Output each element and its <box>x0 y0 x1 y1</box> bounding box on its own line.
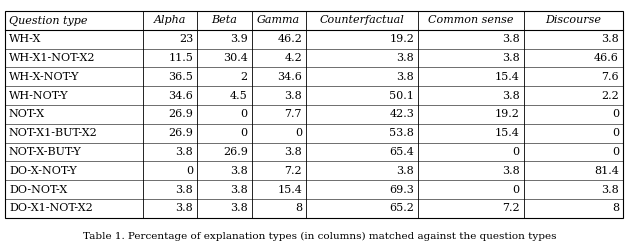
Text: 23: 23 <box>179 34 193 44</box>
Text: WH-X1-NOT-X2: WH-X1-NOT-X2 <box>9 53 95 63</box>
Text: 4.5: 4.5 <box>230 91 248 101</box>
Text: NOT-X-BUT-Y: NOT-X-BUT-Y <box>9 147 82 157</box>
Text: Discourse: Discourse <box>545 15 601 26</box>
Text: 2.2: 2.2 <box>601 91 619 101</box>
Text: 0: 0 <box>513 147 520 157</box>
Text: 65.2: 65.2 <box>389 203 414 213</box>
Text: 3.8: 3.8 <box>230 184 248 195</box>
Text: 3.8: 3.8 <box>230 203 248 213</box>
Text: 3.8: 3.8 <box>502 53 520 63</box>
Text: 0: 0 <box>295 128 302 138</box>
Text: 3.8: 3.8 <box>601 34 619 44</box>
Text: 3.8: 3.8 <box>284 147 302 157</box>
Text: DO-NOT-X: DO-NOT-X <box>9 184 67 195</box>
Text: NOT-X1-BUT-X2: NOT-X1-BUT-X2 <box>9 128 98 138</box>
Text: 7.2: 7.2 <box>284 166 302 176</box>
Text: 3.8: 3.8 <box>284 91 302 101</box>
Text: Table 1. Percentage of explanation types (in columns) matched against the questi: Table 1. Percentage of explanation types… <box>83 231 557 241</box>
Text: Common sense: Common sense <box>428 15 513 26</box>
Text: 3.9: 3.9 <box>230 34 248 44</box>
Text: 65.4: 65.4 <box>389 147 414 157</box>
Text: 15.4: 15.4 <box>277 184 302 195</box>
Text: 34.6: 34.6 <box>168 91 193 101</box>
Text: 0: 0 <box>186 166 193 176</box>
Text: 2: 2 <box>241 72 248 82</box>
Text: 26.9: 26.9 <box>168 128 193 138</box>
Text: 7.6: 7.6 <box>601 72 619 82</box>
Text: 46.2: 46.2 <box>277 34 302 44</box>
Text: DO-X1-NOT-X2: DO-X1-NOT-X2 <box>9 203 93 213</box>
Text: 15.4: 15.4 <box>495 128 520 138</box>
Text: 42.3: 42.3 <box>389 109 414 119</box>
Text: NOT-X: NOT-X <box>9 109 45 119</box>
Text: DO-X-NOT-Y: DO-X-NOT-Y <box>9 166 77 176</box>
Text: 0: 0 <box>513 184 520 195</box>
Text: 15.4: 15.4 <box>495 72 520 82</box>
Text: 30.4: 30.4 <box>223 53 248 63</box>
Text: 7.7: 7.7 <box>285 109 302 119</box>
Text: 26.9: 26.9 <box>223 147 248 157</box>
Text: 81.4: 81.4 <box>594 166 619 176</box>
Text: 69.3: 69.3 <box>389 184 414 195</box>
Text: Alpha: Alpha <box>154 15 186 26</box>
Text: 0: 0 <box>612 147 619 157</box>
Text: 8: 8 <box>295 203 302 213</box>
Text: 3.8: 3.8 <box>175 147 193 157</box>
Bar <box>5 11 623 218</box>
Text: 46.6: 46.6 <box>594 53 619 63</box>
Text: 34.6: 34.6 <box>277 72 302 82</box>
Text: 0: 0 <box>241 109 248 119</box>
Text: 0: 0 <box>612 109 619 119</box>
Text: 3.8: 3.8 <box>396 72 414 82</box>
Text: 11.5: 11.5 <box>168 53 193 63</box>
Text: 3.8: 3.8 <box>396 53 414 63</box>
Text: 3.8: 3.8 <box>230 166 248 176</box>
Text: 3.8: 3.8 <box>396 166 414 176</box>
Text: 3.8: 3.8 <box>175 184 193 195</box>
Text: 3.8: 3.8 <box>502 166 520 176</box>
Text: Question type: Question type <box>9 15 88 26</box>
Text: 36.5: 36.5 <box>168 72 193 82</box>
Text: Beta: Beta <box>211 15 237 26</box>
Text: 26.9: 26.9 <box>168 109 193 119</box>
Text: 0: 0 <box>241 128 248 138</box>
Text: WH-X-NOT-Y: WH-X-NOT-Y <box>9 72 79 82</box>
Text: 3.8: 3.8 <box>175 203 193 213</box>
Text: 0: 0 <box>612 128 619 138</box>
Text: 3.8: 3.8 <box>502 34 520 44</box>
Text: 4.2: 4.2 <box>284 53 302 63</box>
Text: WH-NOT-Y: WH-NOT-Y <box>9 91 68 101</box>
Text: 53.8: 53.8 <box>389 128 414 138</box>
Text: 3.8: 3.8 <box>502 91 520 101</box>
Text: Counterfactual: Counterfactual <box>319 15 404 26</box>
Text: 8: 8 <box>612 203 619 213</box>
Text: 19.2: 19.2 <box>389 34 414 44</box>
Text: 19.2: 19.2 <box>495 109 520 119</box>
Text: WH-X: WH-X <box>9 34 42 44</box>
Text: Gamma: Gamma <box>257 15 300 26</box>
Text: 7.2: 7.2 <box>502 203 520 213</box>
Text: 50.1: 50.1 <box>389 91 414 101</box>
Text: 3.8: 3.8 <box>601 184 619 195</box>
